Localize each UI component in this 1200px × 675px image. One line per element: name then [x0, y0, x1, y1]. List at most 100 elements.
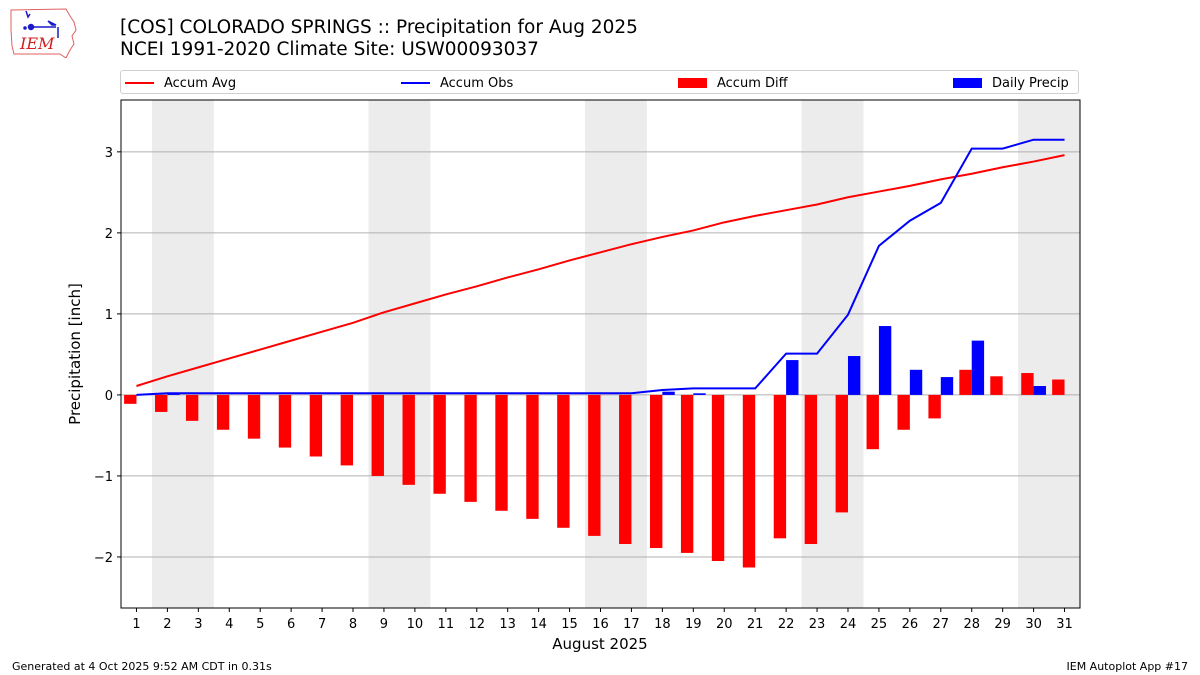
accum-diff-bar [742, 394, 756, 568]
weekend-band [151, 100, 214, 608]
x-tick-label: 19 [685, 617, 702, 632]
weekend-band [368, 100, 431, 608]
accum-diff-bar [526, 394, 539, 519]
x-tick-label: 15 [561, 617, 578, 632]
x-tick-label: 26 [902, 617, 919, 632]
daily-precip-bar [167, 393, 180, 395]
legend-label: Accum Diff [717, 75, 788, 91]
y-tick-label: −2 [94, 551, 113, 566]
daily-precip-bar [662, 391, 675, 395]
x-tick-label: 14 [530, 617, 547, 632]
x-tick-label: 8 [349, 617, 357, 632]
accum-diff-bar [278, 394, 292, 448]
accum-avg-line [136, 154, 1065, 387]
weekend-band [801, 100, 864, 608]
daily-precip-bar [940, 377, 954, 395]
legend-swatch-accum-avg [125, 82, 154, 84]
x-tick-label: 11 [438, 617, 455, 632]
accum-diff-bar [928, 394, 941, 419]
x-tick-label: 17 [623, 617, 640, 632]
daily-precip-bar [878, 326, 892, 395]
y-tick-label: 2 [105, 227, 113, 242]
y-tick-label: −1 [94, 470, 113, 485]
accum-diff-bar [309, 394, 323, 457]
accum-diff-bar [247, 394, 261, 439]
accum-diff-bar [711, 394, 725, 562]
x-tick-label: 20 [716, 617, 733, 632]
accum-diff-bar [835, 394, 848, 513]
x-tick-label: 23 [809, 617, 826, 632]
x-tick-label: 1 [132, 617, 140, 632]
lines [136, 138, 1065, 396]
x-tick-label: 10 [407, 617, 424, 632]
daily-precip-bar [847, 356, 861, 395]
bars [124, 326, 1065, 568]
daily-precip-bar [1033, 386, 1046, 395]
x-axis-label: August 2025 [552, 635, 647, 653]
x-tick-label: 31 [1056, 617, 1073, 632]
legend-swatch-daily-precip [953, 78, 982, 88]
legend-item-accum-avg: Accum Avg [125, 74, 236, 92]
weekend-band [585, 100, 647, 608]
x-tick-label: 9 [380, 617, 388, 632]
legend-label: Accum Avg [164, 75, 237, 91]
accum-diff-bar [340, 394, 354, 466]
weekend-band [1018, 100, 1080, 608]
x-tick-label: 24 [840, 617, 857, 632]
legend-item-accum-diff: Accum Diff [678, 74, 788, 92]
accum-diff-bar [155, 394, 168, 412]
x-tick-label: 6 [287, 617, 295, 632]
x-tick-label: 16 [592, 617, 609, 632]
accum-diff-bar [897, 394, 910, 430]
y-tick-label: 0 [105, 389, 113, 404]
accum-diff-bar [649, 394, 663, 549]
legend-label: Accum Obs [440, 75, 514, 91]
plot-frame [120, 99, 1081, 609]
accum-diff-bar [402, 394, 415, 485]
gridlines [121, 151, 1080, 558]
accum-diff-bar [804, 394, 818, 544]
chart-subtitle: NCEI 1991-2020 Climate Site: USW00093037 [120, 39, 539, 60]
y-axis-label: Precipitation [inch] [66, 283, 84, 425]
x-tick-label: 27 [933, 617, 950, 632]
daily-precip-bar [909, 369, 923, 395]
accum-diff-bar [216, 394, 230, 430]
x-tick-label: 28 [963, 617, 980, 632]
legend-swatch-accum-obs [401, 82, 430, 84]
accum-diff-bar [866, 394, 879, 450]
legend-item-accum-obs: Accum Obs [401, 74, 513, 92]
x-tick-label: 18 [654, 617, 671, 632]
accum-diff-bar [619, 394, 632, 544]
legend-swatch-accum-diff [678, 78, 707, 88]
legend-label: Daily Precip [992, 75, 1069, 91]
accum-diff-bar [959, 369, 972, 395]
accum-diff-bar [1052, 379, 1065, 395]
weather-station-icon [23, 10, 59, 38]
accum-diff-bar [433, 394, 446, 494]
iem-logo: IEM [10, 8, 77, 58]
x-tick-label: 22 [778, 617, 795, 632]
accum-diff-bar [773, 394, 787, 539]
accum-obs-line [136, 138, 1065, 396]
legend-item-daily-precip: Daily Precip [953, 74, 1069, 92]
accum-diff-bar [990, 376, 1003, 395]
accum-diff-bar [371, 394, 384, 476]
x-tick-label: 5 [256, 617, 264, 632]
x-tick-label: 21 [747, 617, 764, 632]
x-tick-label: 30 [1025, 617, 1042, 632]
logo-text: IEM [19, 34, 55, 53]
x-tick-label: 29 [994, 617, 1011, 632]
accum-diff-bar [464, 394, 477, 502]
daily-precip-bar [693, 393, 706, 395]
x-tick-label: 13 [499, 617, 516, 632]
iowa-state-outline [10, 8, 77, 58]
x-tick-label: 2 [163, 617, 171, 632]
x-tick-label: 12 [468, 617, 485, 632]
accum-diff-bar [124, 394, 137, 404]
accum-diff-bar [557, 394, 570, 528]
x-tick-label: 7 [318, 617, 326, 632]
x-tick-label: 3 [194, 617, 202, 632]
footer-generated-at: Generated at 4 Oct 2025 9:52 AM CDT in 0… [12, 660, 272, 673]
accum-diff-bar [495, 394, 508, 511]
